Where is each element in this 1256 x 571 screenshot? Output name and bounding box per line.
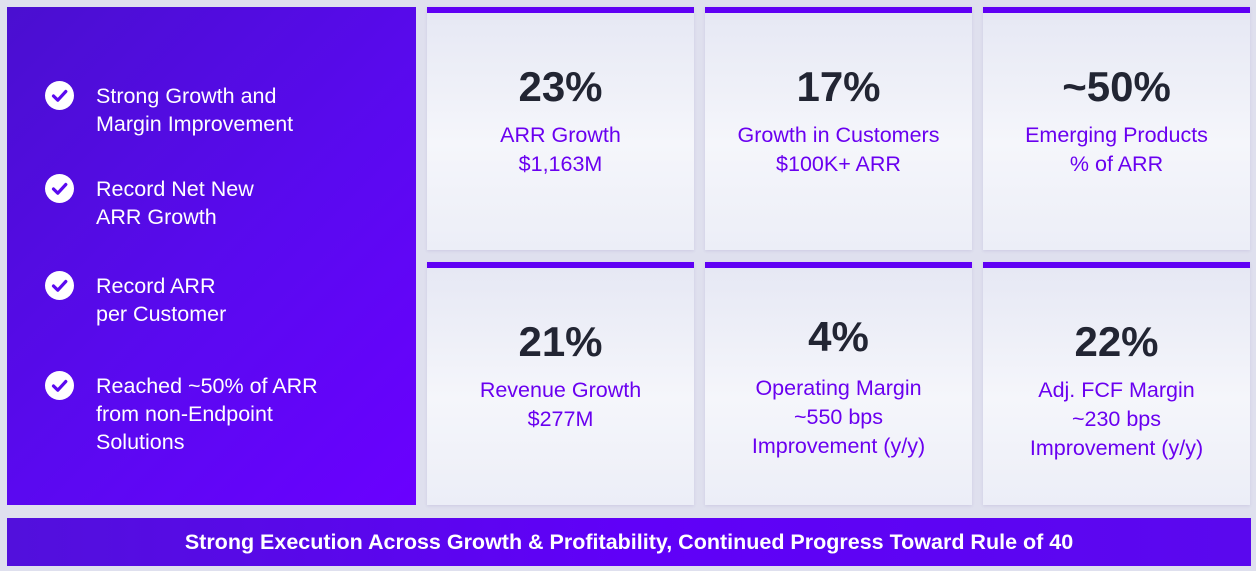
metric-description: Revenue Growth $277M <box>479 378 642 431</box>
check-circle-icon <box>45 271 74 300</box>
metric-card-fcf-margin: 22% Adj. FCF Margin ~230 bps Improvement… <box>983 262 1250 505</box>
metric-value: 23% <box>518 63 603 110</box>
highlight-text: Strong Growth and Margin Improvement <box>96 84 294 136</box>
metric-card-operating-margin: 4% Operating Margin ~550 bps Improvement… <box>705 262 972 505</box>
metric-value: 17% <box>796 63 881 110</box>
metric-value: ~50% <box>1062 63 1171 110</box>
banner-text: Strong Execution Across Growth & Profita… <box>184 529 1074 554</box>
metric-card-arr-growth: 23% ARR Growth $1,163M <box>427 7 694 250</box>
highlights-panel: Strong Growth and Margin Improvement Rec… <box>7 7 416 505</box>
highlight-item: Reached ~50% of ARR from non-Endpoint So… <box>45 371 366 456</box>
metric-card-emerging-products: ~50% Emerging Products % of ARR <box>983 7 1250 250</box>
metric-description: ARR Growth $1,163M <box>500 123 621 176</box>
metric-value: 21% <box>518 318 603 365</box>
highlight-text: Record Net New ARR Growth <box>96 177 254 229</box>
metric-value: 4% <box>808 313 869 360</box>
highlight-item: Record ARR per Customer <box>45 271 366 328</box>
metric-value: 22% <box>1074 318 1159 365</box>
metric-description: Adj. FCF Margin ~230 bps Improvement (y/… <box>1029 378 1204 460</box>
metric-description: Emerging Products % of ARR <box>1025 123 1208 176</box>
highlight-text: Record ARR per Customer <box>96 274 227 326</box>
metric-description: Growth in Customers $100K+ ARR <box>737 123 940 176</box>
check-circle-icon <box>45 371 74 400</box>
check-circle-icon <box>45 81 74 110</box>
metric-card-revenue-growth: 21% Revenue Growth $277M <box>427 262 694 505</box>
check-circle-icon <box>45 174 74 203</box>
metric-description: Operating Margin ~550 bps Improvement (y… <box>751 376 926 458</box>
highlight-item: Strong Growth and Margin Improvement <box>45 81 366 138</box>
highlight-item: Record Net New ARR Growth <box>45 174 366 231</box>
summary-banner: Strong Execution Across Growth & Profita… <box>7 518 1251 566</box>
highlight-text: Reached ~50% of ARR from non-Endpoint So… <box>96 374 318 454</box>
metric-card-customer-growth: 17% Growth in Customers $100K+ ARR <box>705 7 972 250</box>
